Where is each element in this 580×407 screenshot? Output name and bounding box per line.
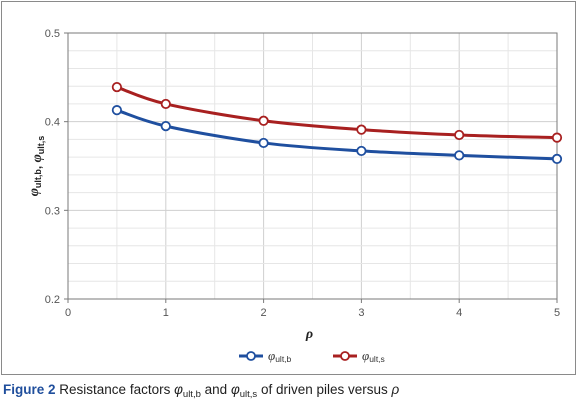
legend: φult,b φult,s [239,348,385,364]
series-2-point [356,124,367,135]
figure-frame: 0 1 2 3 4 5 0.2 0.3 0.4 0.5 ρ φult,b, φult,s φult,b… [1,1,576,375]
caption-phi-b: φ [174,382,183,397]
line-chart: 0 1 2 3 4 5 0.2 0.3 0.4 0.5 ρ φult,b, φult,s φult,b… [27,28,563,364]
y-tick-label: 0.2 [45,294,60,306]
x-tick-label: 2 [261,307,267,319]
caption-rho: ρ [391,382,400,397]
caption-text-before: Resistance factors [59,382,171,397]
axes: 0 1 2 3 4 5 0.2 0.3 0.4 0.5 ρ φult,b, φult,s [27,28,560,342]
series-2-point [111,81,123,93]
y-axis-label: φult,b, φult,s [27,136,46,197]
legend-label-1: φult,b [268,348,292,364]
y-tick-label: 0.3 [45,205,60,217]
caption-phi-s-subscript: ult,s [239,389,258,400]
series-1-point [454,150,465,161]
x-tick-label: 4 [456,307,462,319]
caption-figure-label: Figure 2 [3,382,56,397]
series-layer [111,81,563,165]
figure-caption: Figure 2 Resistance factors φult,b and φ… [3,382,399,400]
series-1-point [356,145,367,157]
series-1-point [111,105,123,116]
series-1-point [160,121,171,132]
plot-area-border [67,32,558,300]
series-2-point [454,129,465,141]
y-tick-label: 0.5 [45,28,60,40]
legend-marker-2 [340,351,350,361]
caption-text-and: and [204,382,228,397]
series-2-point [160,98,171,110]
x-tick-label: 5 [554,307,560,319]
x-tick-label: 3 [358,307,364,319]
legend-marker-1 [246,351,256,361]
series-1-point [258,137,269,149]
series-2-point [258,115,269,126]
legend-label-2: φult,s [362,348,385,364]
y-tick-label: 0.4 [45,117,60,129]
caption-text-after: of driven piles versus [260,382,388,397]
x-tick-label: 0 [65,307,71,319]
grid [67,32,558,300]
series-1-point [551,153,563,165]
caption-phi-s: φ [230,382,240,397]
x-tick-label: 1 [163,307,169,319]
x-axis-label: ρ [305,327,313,342]
caption-phi-b-subscript: ult,b [182,389,201,400]
series-2-point [551,132,563,143]
